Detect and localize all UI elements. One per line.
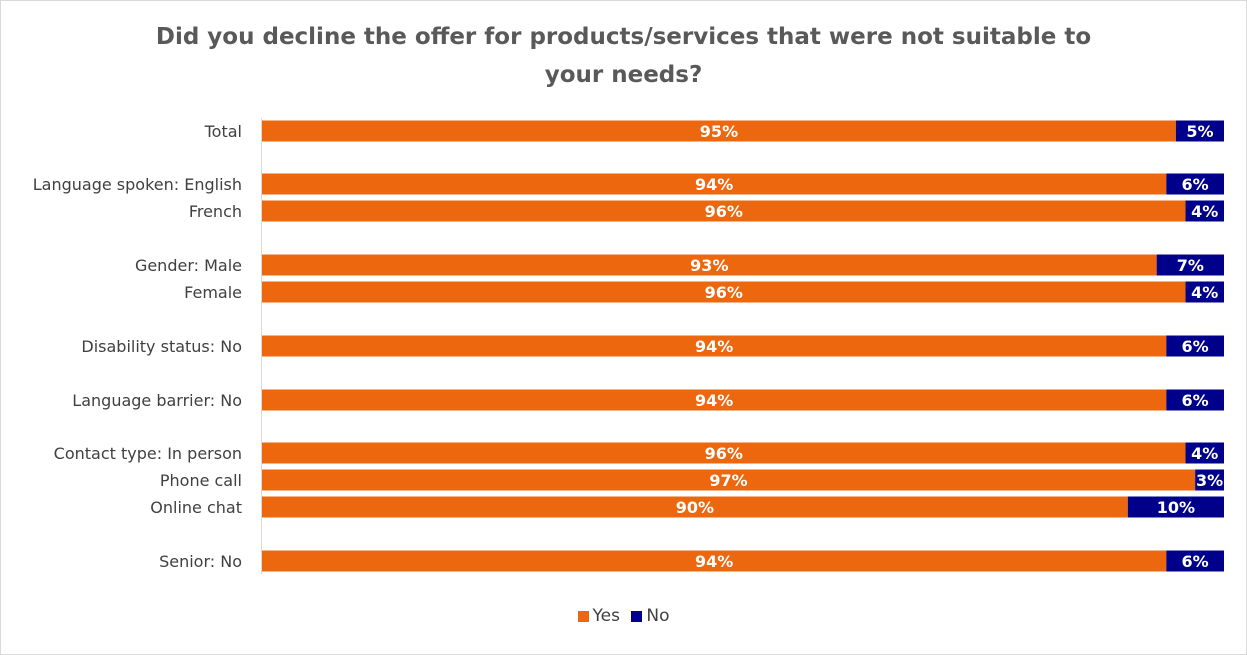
data-label-no: 10% xyxy=(1157,498,1195,517)
chart-title: Did you decline the offer for products/s… xyxy=(155,24,1092,88)
bar-yes xyxy=(262,335,1167,357)
bar-no xyxy=(1166,335,1224,357)
category-label: Phone call xyxy=(160,471,242,490)
legend-label-no: No xyxy=(646,606,670,626)
bar-no xyxy=(1195,469,1224,491)
bar-no xyxy=(1185,281,1224,303)
category-label: Online chat xyxy=(150,498,242,517)
data-label-yes: 96% xyxy=(705,202,743,221)
data-label-no: 4% xyxy=(1191,283,1218,302)
data-label-yes: 94% xyxy=(695,175,733,194)
bar-yes xyxy=(262,254,1157,276)
bar-yes xyxy=(262,550,1167,572)
legend-swatch-no xyxy=(631,610,643,622)
data-label-no: 6% xyxy=(1182,391,1209,410)
category-label: Female xyxy=(184,283,242,302)
data-label-yes: 90% xyxy=(676,498,714,517)
data-label-no: 7% xyxy=(1177,256,1204,275)
data-label-yes: 94% xyxy=(695,337,733,356)
bar-yes xyxy=(262,200,1186,222)
data-label-no: 3% xyxy=(1196,471,1223,490)
data-label-yes: 97% xyxy=(709,471,747,490)
legend-item-no: No xyxy=(631,606,669,626)
data-label-yes: 96% xyxy=(705,283,743,302)
data-label-no: 4% xyxy=(1191,444,1218,463)
data-label-no: 4% xyxy=(1191,202,1218,221)
bar-no xyxy=(1166,389,1224,411)
chart-legend: Yes No xyxy=(0,606,1247,627)
bar-yes xyxy=(262,389,1167,411)
bar-yes xyxy=(262,281,1186,303)
data-label-yes: 94% xyxy=(695,552,733,571)
bar-no xyxy=(1185,200,1224,222)
bar-no xyxy=(1166,173,1224,195)
data-label-yes: 94% xyxy=(695,391,733,410)
bar-no xyxy=(1127,496,1224,518)
bar-yes xyxy=(262,442,1186,464)
chart-title-container: Did you decline the offer for products/s… xyxy=(0,18,1247,94)
category-label: Language spoken: English xyxy=(33,175,242,194)
data-label-no: 6% xyxy=(1182,175,1209,194)
bar-yes xyxy=(262,120,1176,142)
data-label-yes: 93% xyxy=(690,256,728,275)
category-label: Senior: No xyxy=(159,552,242,571)
legend-swatch-yes xyxy=(577,610,589,622)
data-label-no: 5% xyxy=(1186,122,1213,141)
bar-yes xyxy=(262,173,1167,195)
category-label: Contact type: In person xyxy=(54,444,242,463)
bar-no xyxy=(1185,442,1224,464)
legend-label-yes: Yes xyxy=(592,606,620,626)
bar-no xyxy=(1156,254,1224,276)
data-label-yes: 96% xyxy=(705,444,743,463)
bar-no xyxy=(1175,120,1224,142)
data-label-no: 6% xyxy=(1182,552,1209,571)
category-label: French xyxy=(189,202,242,221)
data-label-no: 6% xyxy=(1182,337,1209,356)
category-label: Total xyxy=(204,122,242,141)
data-label-yes: 95% xyxy=(700,122,738,141)
category-label: Language barrier: No xyxy=(72,391,242,410)
bar-yes xyxy=(262,496,1128,518)
bar-no xyxy=(1166,550,1224,572)
category-label: Disability status: No xyxy=(81,337,242,356)
category-label: Gender: Male xyxy=(135,256,242,275)
legend-item-yes: Yes xyxy=(577,606,620,626)
bar-yes xyxy=(262,469,1196,491)
